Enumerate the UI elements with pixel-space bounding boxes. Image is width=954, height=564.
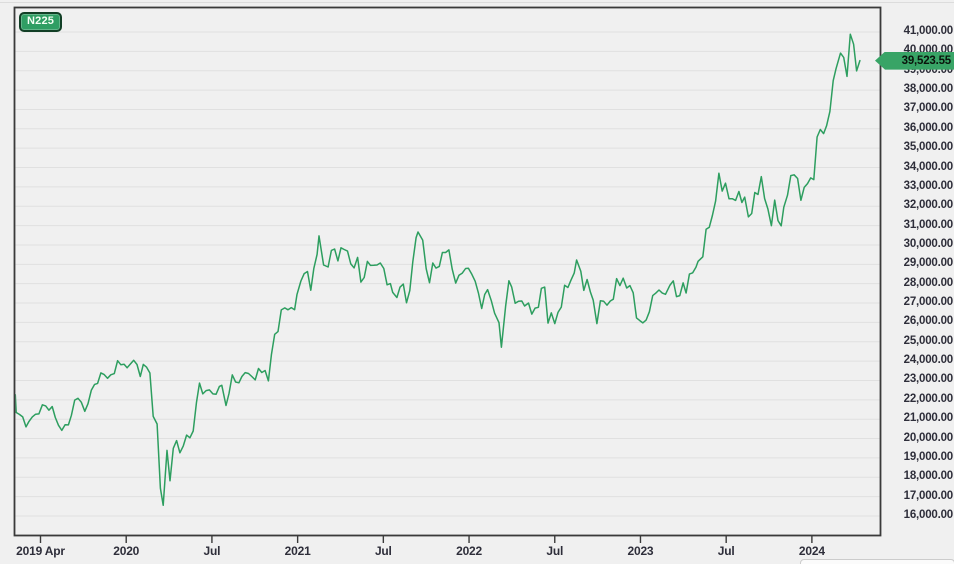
y-axis-label: 25,000.00 bbox=[903, 334, 954, 347]
y-axis-label: 34,000.00 bbox=[903, 160, 954, 173]
plot-border bbox=[13, 6, 882, 537]
x-axis-label: 2023 bbox=[627, 544, 654, 558]
y-axis-label: 37,000.00 bbox=[903, 102, 954, 115]
y-axis-label: 23,000.00 bbox=[903, 373, 954, 386]
x-axis-label: Jul bbox=[546, 544, 564, 558]
y-axis-label: 18,000.00 bbox=[903, 470, 954, 483]
y-axis-label: 38,000.00 bbox=[903, 83, 954, 96]
x-axis-label: 2021 bbox=[284, 544, 311, 558]
y-axis-label: 28,000.00 bbox=[903, 276, 954, 289]
x-axis-label: Jul bbox=[374, 544, 392, 558]
y-axis-label: 17,000.00 bbox=[903, 489, 954, 502]
price-line-series bbox=[15, 33, 861, 507]
y-axis-label: 30,000.00 bbox=[903, 237, 954, 250]
x-axis-label: 2024 bbox=[798, 544, 825, 558]
y-axis-label: 29,000.00 bbox=[903, 257, 954, 270]
y-axis-label: 26,000.00 bbox=[903, 315, 954, 328]
y-axis-label: 16,000.00 bbox=[903, 509, 954, 521]
bottom-partial-panel bbox=[800, 559, 954, 564]
y-axis-label: 21,000.00 bbox=[903, 412, 954, 425]
y-axis-label: 24,000.00 bbox=[903, 354, 954, 367]
y-axis-label: 20,000.00 bbox=[903, 431, 954, 444]
x-axis-label: Jul bbox=[203, 544, 221, 558]
gridlines bbox=[15, 31, 880, 517]
x-axis-label: Jul bbox=[717, 544, 735, 558]
last-price-badge: 39,523.55 bbox=[875, 51, 954, 70]
top-divider bbox=[0, 2, 954, 3]
y-axis-label: 19,000.00 bbox=[903, 450, 954, 463]
x-axis-label: 2022 bbox=[456, 544, 482, 558]
x-axis-label: 2019 Apr bbox=[16, 544, 65, 558]
x-axis-label: 2020 bbox=[113, 544, 140, 558]
x-axis-ticks bbox=[39, 536, 813, 543]
y-axis-label: 32,000.00 bbox=[903, 199, 954, 212]
symbol-badge: N225 bbox=[19, 12, 63, 32]
y-axis-label: 31,000.00 bbox=[903, 218, 954, 231]
y-axis-label: 41,000.00 bbox=[903, 25, 954, 37]
y-axis-label: 22,000.00 bbox=[903, 392, 954, 405]
y-axis-label: 35,000.00 bbox=[903, 141, 954, 154]
y-axis-label: 36,000.00 bbox=[903, 121, 954, 134]
y-axis-label: 33,000.00 bbox=[903, 179, 954, 192]
y-axis-label: 27,000.00 bbox=[903, 296, 954, 309]
